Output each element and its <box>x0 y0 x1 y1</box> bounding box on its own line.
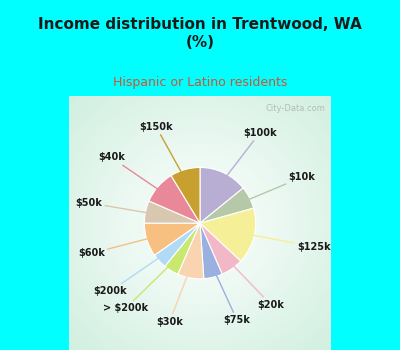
Text: $40k: $40k <box>98 153 170 198</box>
Wedge shape <box>154 223 200 266</box>
Text: $20k: $20k <box>223 255 284 310</box>
Wedge shape <box>200 223 241 274</box>
Wedge shape <box>178 223 204 279</box>
Text: $125k: $125k <box>238 232 331 252</box>
Text: City-Data.com: City-Data.com <box>266 104 326 113</box>
Text: $100k: $100k <box>217 128 276 188</box>
Wedge shape <box>200 223 222 279</box>
Text: $200k: $200k <box>93 250 171 296</box>
Text: $150k: $150k <box>140 122 189 186</box>
Text: $75k: $75k <box>210 261 250 325</box>
Wedge shape <box>200 208 256 261</box>
Wedge shape <box>144 223 200 255</box>
Text: Hispanic or Latino residents: Hispanic or Latino residents <box>113 76 287 89</box>
Text: $50k: $50k <box>75 198 162 215</box>
Wedge shape <box>149 176 200 223</box>
Text: > $200k: > $200k <box>103 256 179 314</box>
Wedge shape <box>200 188 254 223</box>
Wedge shape <box>144 201 200 223</box>
Wedge shape <box>165 223 200 274</box>
Wedge shape <box>200 167 243 223</box>
Text: $30k: $30k <box>156 261 193 327</box>
Text: $60k: $60k <box>78 235 163 258</box>
Wedge shape <box>171 167 200 223</box>
Text: $10k: $10k <box>235 172 316 205</box>
Text: Income distribution in Trentwood, WA
(%): Income distribution in Trentwood, WA (%) <box>38 17 362 50</box>
